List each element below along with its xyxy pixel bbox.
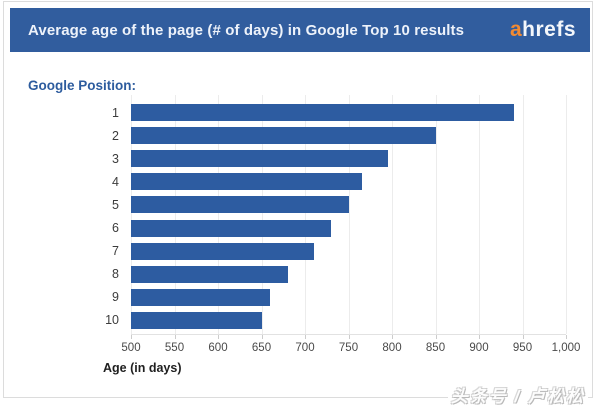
x-axis-label: Age (in days) bbox=[103, 361, 182, 375]
category-label-4: 4 bbox=[112, 174, 119, 189]
bar-position-6 bbox=[131, 219, 332, 237]
category-label-1: 1 bbox=[112, 105, 119, 120]
bar-position-8 bbox=[131, 265, 288, 283]
bar-position-1 bbox=[131, 104, 514, 121]
gridline-950 bbox=[522, 95, 524, 334]
x-tick-label-950: 950 bbox=[512, 342, 533, 354]
x-tick-label-550: 550 bbox=[164, 342, 185, 354]
tick-mark-1000 bbox=[566, 335, 567, 339]
ahrefs-logo: ahrefs bbox=[510, 18, 576, 42]
x-tick-label-700: 700 bbox=[295, 342, 315, 354]
gridline-900 bbox=[479, 95, 480, 334]
watermark-text: 头条号 / 卢松松 bbox=[447, 382, 588, 407]
tick-mark-750 bbox=[348, 335, 350, 339]
x-tick-label-1000: 1,000 bbox=[551, 342, 581, 354]
gridline-850 bbox=[435, 95, 437, 334]
gridline-1000 bbox=[566, 95, 567, 334]
tick-mark-550 bbox=[174, 335, 176, 339]
gridline-700 bbox=[305, 95, 306, 334]
y-axis-title: Google Position: bbox=[28, 78, 136, 93]
ahrefs-logo-a: a bbox=[509, 18, 523, 41]
bar-position-10 bbox=[131, 311, 262, 329]
tick-mark-800 bbox=[392, 335, 393, 339]
category-label-9: 9 bbox=[112, 290, 119, 305]
x-tick-label-500: 500 bbox=[121, 342, 141, 354]
bar-position-4 bbox=[131, 173, 362, 191]
gridline-550 bbox=[174, 95, 176, 334]
category-label-7: 7 bbox=[112, 244, 119, 259]
tick-mark-700 bbox=[305, 335, 306, 339]
tick-mark-600 bbox=[218, 335, 219, 339]
gridline-500 bbox=[131, 95, 132, 334]
x-tick-label-600: 600 bbox=[208, 342, 228, 354]
chart-header-banner: Average age of the page (# of days) in G… bbox=[10, 8, 590, 52]
ahrefs-logo-rest: hrefs bbox=[522, 18, 576, 41]
x-tick-label-800: 800 bbox=[382, 342, 402, 354]
x-tick-label-650: 650 bbox=[251, 342, 272, 354]
tick-mark-900 bbox=[479, 335, 480, 339]
gridline-650 bbox=[261, 95, 263, 334]
category-label-2: 2 bbox=[112, 128, 119, 143]
gridline-800 bbox=[392, 95, 393, 334]
category-label-5: 5 bbox=[112, 197, 119, 212]
tick-mark-650 bbox=[261, 335, 263, 339]
plot-area bbox=[131, 95, 567, 339]
bar-position-9 bbox=[131, 288, 271, 306]
bar-position-2 bbox=[131, 127, 436, 145]
x-tick-label-750: 750 bbox=[338, 342, 359, 354]
tick-mark-500 bbox=[131, 335, 132, 339]
x-tick-label-850: 850 bbox=[425, 342, 446, 354]
x-tick-label-900: 900 bbox=[469, 342, 489, 354]
category-label-8: 8 bbox=[112, 267, 119, 282]
bar-position-7 bbox=[131, 242, 314, 260]
gridline-750 bbox=[348, 95, 350, 334]
bar-position-3 bbox=[131, 150, 388, 168]
category-label-6: 6 bbox=[112, 221, 119, 235]
tick-mark-850 bbox=[435, 335, 437, 339]
category-label-10: 10 bbox=[105, 313, 119, 328]
category-label-3: 3 bbox=[112, 151, 119, 166]
chart-title: Average age of the page (# of days) in G… bbox=[28, 21, 465, 39]
tick-mark-950 bbox=[522, 335, 524, 339]
gridline-600 bbox=[218, 95, 219, 334]
bar-position-5 bbox=[131, 196, 349, 214]
